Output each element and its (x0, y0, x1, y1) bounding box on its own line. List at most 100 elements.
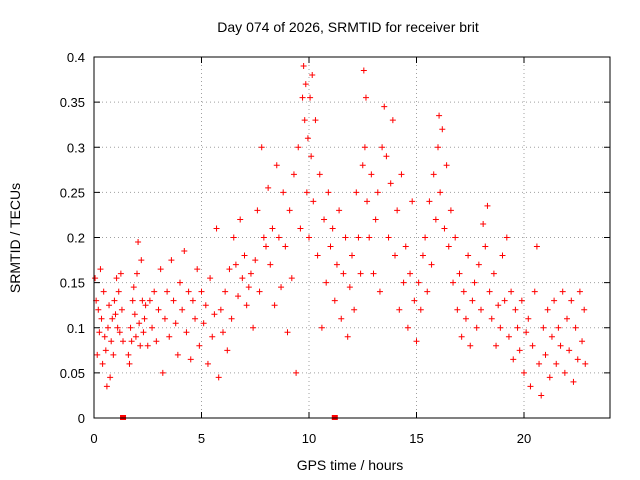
data-point (508, 288, 515, 295)
data-point (215, 374, 222, 381)
data-point (529, 342, 536, 349)
data-point (100, 288, 107, 295)
data-point (202, 302, 209, 309)
data-point (447, 207, 454, 214)
data-point (101, 333, 108, 340)
data-point (146, 297, 153, 304)
data-point (235, 293, 242, 300)
data-point (149, 324, 156, 331)
data-point (385, 234, 392, 241)
data-point (437, 189, 444, 196)
data-point (120, 338, 127, 345)
data-point (454, 306, 461, 313)
data-point (478, 306, 484, 313)
data-point (493, 342, 500, 349)
data-point (327, 243, 334, 250)
data-point (207, 275, 214, 282)
data-point (108, 338, 115, 345)
data-point (113, 275, 120, 282)
data-point (130, 284, 137, 291)
data-point (553, 360, 560, 367)
data-point (557, 342, 564, 349)
data-point (302, 81, 309, 88)
data-point (189, 297, 196, 304)
data-point (318, 324, 325, 331)
data-point (110, 351, 117, 358)
y-tick-label: 0.25 (60, 185, 85, 200)
data-point (232, 261, 239, 268)
data-point (540, 324, 547, 331)
data-point (372, 216, 379, 223)
data-point (288, 275, 295, 282)
data-point (364, 198, 371, 205)
data-point (469, 297, 476, 304)
data-point (376, 288, 383, 295)
data-point (407, 270, 414, 277)
data-point (104, 324, 111, 331)
data-point (484, 202, 491, 209)
data-point (166, 333, 173, 340)
data-point (230, 234, 237, 241)
y-tick-label: 0.35 (60, 95, 85, 110)
data-point (271, 302, 278, 309)
data-point (443, 162, 450, 169)
data-point (518, 297, 525, 304)
data-point (303, 189, 310, 196)
data-point (555, 324, 562, 331)
y-tick-label: 0.3 (67, 140, 85, 155)
data-point (531, 288, 538, 295)
data-point (168, 257, 175, 264)
data-point (192, 315, 199, 322)
data-point (269, 225, 276, 232)
data-point (170, 297, 177, 304)
data-point (194, 266, 201, 273)
data-point (548, 333, 555, 340)
data-point (99, 360, 106, 367)
data-point (389, 117, 396, 124)
data-point (213, 225, 220, 232)
y-tick-label: 0.05 (60, 366, 85, 381)
data-point (355, 234, 362, 241)
data-point (293, 369, 300, 376)
data-point (387, 180, 394, 187)
data-point (265, 184, 272, 191)
data-point (499, 252, 506, 259)
data-point (460, 288, 467, 295)
data-point (161, 315, 168, 322)
data-point (568, 297, 575, 304)
data-point (273, 162, 280, 169)
data-point (141, 315, 148, 322)
x-axis-label: GPS time / hours (297, 457, 404, 473)
data-point (260, 234, 267, 241)
data-point (136, 320, 143, 327)
y-tick-label: 0 (78, 411, 85, 426)
data-point (538, 392, 545, 399)
data-point (237, 216, 244, 223)
data-point (415, 279, 422, 286)
data-point (551, 297, 558, 304)
data-point (254, 207, 261, 214)
data-point (267, 261, 274, 268)
data-point (570, 378, 577, 385)
data-point (109, 315, 116, 322)
data-point (247, 270, 254, 277)
data-point (312, 117, 319, 124)
data-point (179, 306, 186, 313)
data-point (435, 144, 441, 151)
data-point (220, 329, 226, 336)
data-point (310, 198, 317, 205)
data-point (224, 347, 231, 354)
data-point (177, 279, 183, 286)
data-point (462, 315, 469, 322)
data-point (196, 342, 203, 349)
data-point (159, 369, 166, 376)
data-point (325, 189, 332, 196)
y-axis: 0 0.05 0.1 0.15 0.2 0.25 0.3 0.35 0.4 (60, 50, 610, 426)
data-point (308, 153, 315, 160)
data-point (559, 288, 566, 295)
data-point (439, 126, 446, 133)
data-point (368, 171, 375, 178)
data-point (351, 306, 358, 313)
data-point (353, 189, 360, 196)
data-point (139, 297, 146, 304)
